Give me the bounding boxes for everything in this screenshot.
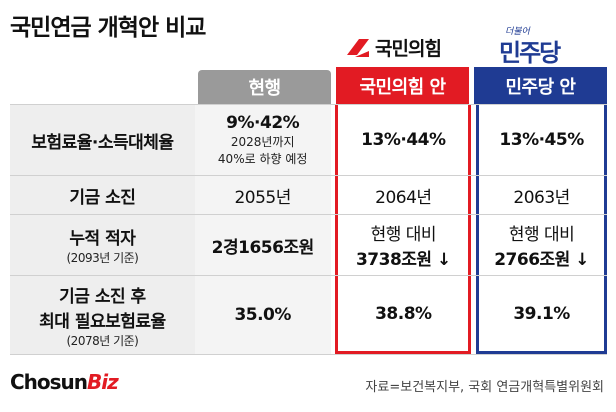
- ppp-logo: 국민의힘: [345, 34, 442, 61]
- current-note-2: 40%로 하향 예정: [217, 152, 308, 166]
- cell-current: 2경1656조원: [194, 215, 331, 275]
- ppp-value: 현행 대비: [370, 225, 437, 245]
- current-value: 2경1656조원: [211, 237, 315, 258]
- cell-current: 2055년: [194, 176, 331, 214]
- cell-dp: 13%·45%: [476, 105, 608, 175]
- comparison-table: 보험료율·소득대체율 9%·42% 2028년까지 40%로 하향 예정 13%…: [10, 104, 608, 355]
- row-label-note: (2078년 기준): [66, 333, 139, 348]
- dp-value: 2063년: [513, 187, 570, 208]
- dp-logo-text: 민주당: [499, 39, 561, 67]
- page-title: 국민연금 개혁안 비교: [10, 15, 206, 41]
- ppp-mark-icon: [345, 37, 371, 59]
- dp-value: 13%·45%: [499, 130, 584, 150]
- brand-accent-text: Biz: [87, 370, 119, 394]
- ppp-value: 13%·44%: [361, 130, 446, 150]
- row-label-text: 기금 소진 후: [59, 286, 146, 307]
- row-label-text-2: 최대 필요보험료율: [39, 311, 166, 332]
- header-ppp: 국민의힘 안: [336, 67, 469, 104]
- row-label-note: (2093년 기준): [66, 251, 139, 265]
- header-current: 현행: [198, 70, 331, 104]
- dp-value-detail: 2766조원 ↓: [494, 250, 589, 270]
- cell-dp: 현행 대비 2766조원 ↓: [476, 215, 608, 275]
- row-label: 기금 소진 후 최대 필요보험료율 (2078년 기준): [10, 276, 195, 354]
- table-row: 기금 소진 2055년 2064년 2063년: [10, 176, 608, 215]
- source-note: 자료=보건복지부, 국회 연금개혁특별위원회: [365, 380, 604, 395]
- row-label-text: 누적 적자: [69, 229, 136, 249]
- cell-dp: 2063년: [476, 176, 608, 214]
- cell-ppp: 현행 대비 3738조원 ↓: [335, 215, 472, 275]
- dp-logo: 더불어 민주당: [497, 24, 587, 67]
- table-row: 보험료율·소득대체율 9%·42% 2028년까지 40%로 하향 예정 13%…: [10, 104, 608, 176]
- dp-value: 39.1%: [513, 303, 570, 324]
- header-dp: 민주당 안: [474, 67, 607, 104]
- ppp-logo-text: 국민의힘: [375, 38, 442, 60]
- cell-ppp: 2064년: [335, 176, 472, 214]
- cell-current: 35.0%: [194, 276, 331, 354]
- brand-main-text: Chosun: [10, 370, 88, 394]
- current-value: 2055년: [234, 187, 291, 208]
- current-note-1: 2028년까지: [230, 135, 295, 149]
- cell-current: 9%·42% 2028년까지 40%로 하향 예정: [194, 105, 331, 175]
- cell-ppp: 38.8%: [335, 276, 472, 354]
- ppp-value-detail: 3738조원 ↓: [355, 250, 451, 270]
- cell-ppp: 13%·44%: [335, 105, 472, 175]
- cell-dp: 39.1%: [476, 276, 608, 354]
- ppp-value: 2064년: [375, 187, 432, 208]
- ppp-value: 38.8%: [375, 303, 432, 324]
- row-label-text: 보험료율·소득대체율: [31, 132, 174, 153]
- current-value: 35.0%: [234, 305, 291, 325]
- row-label: 보험료율·소득대체율: [10, 105, 195, 175]
- dp-value: 현행 대비: [508, 225, 575, 245]
- table-row: 기금 소진 후 최대 필요보험료율 (2078년 기준) 35.0% 38.8%…: [10, 276, 608, 355]
- row-label: 기금 소진: [10, 176, 195, 214]
- chosunbiz-logo: ChosunBiz: [10, 370, 119, 394]
- row-label: 누적 적자 (2093년 기준): [10, 215, 195, 275]
- table-row: 누적 적자 (2093년 기준) 2경1656조원 현행 대비 3738조원 ↓…: [10, 215, 608, 276]
- current-value: 9%·42%: [226, 113, 300, 133]
- row-label-text: 기금 소진: [69, 187, 136, 208]
- dp-logo-small-text: 더불어: [505, 27, 530, 37]
